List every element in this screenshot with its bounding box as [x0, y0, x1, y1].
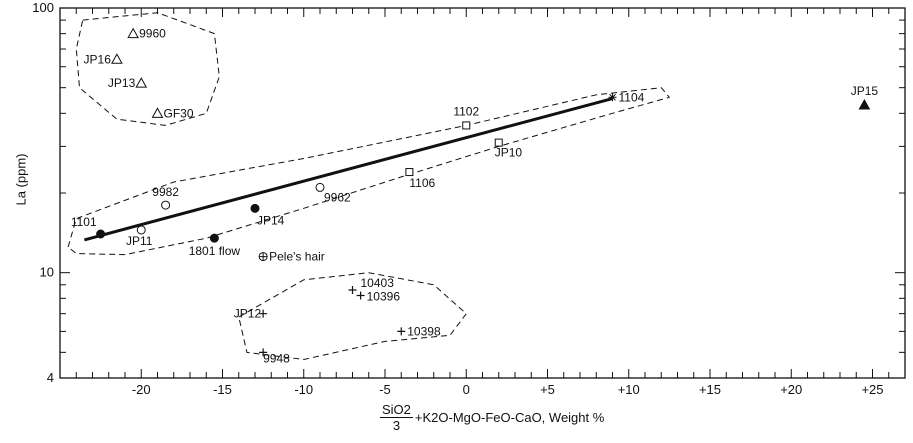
- data-point: [127, 27, 139, 39]
- x-tick-label: -5: [379, 382, 391, 397]
- data-label: JP16: [84, 52, 112, 66]
- y-tick-label: 10: [40, 265, 54, 280]
- data-label: JP10: [495, 146, 523, 160]
- data-point: [250, 203, 260, 213]
- data-point: [608, 93, 617, 102]
- y-axis-title: La (ppm): [14, 145, 29, 215]
- data-label: JP13: [108, 76, 136, 90]
- x-tick-label: -15: [213, 382, 232, 397]
- data-point: [259, 309, 268, 318]
- data-point: [858, 98, 871, 110]
- envelope-triangles: [75, 12, 220, 126]
- y-axis-title-text: La (ppm): [13, 153, 29, 206]
- data-point: [259, 348, 268, 357]
- data-point: [348, 286, 357, 295]
- y-tick-label: 4: [47, 370, 54, 385]
- data-point: [494, 138, 503, 147]
- data-point: [96, 229, 106, 239]
- data-point: [315, 182, 325, 192]
- data-label: JP15: [851, 84, 879, 98]
- data-point: [111, 53, 123, 64]
- x-tick-label: -20: [132, 382, 151, 397]
- data-label: JP14: [257, 213, 285, 227]
- data-point: [462, 121, 471, 130]
- data-point: [356, 291, 365, 300]
- x-tick-label: +15: [699, 382, 721, 397]
- data-point-cross: [259, 252, 268, 261]
- x-axis-fraction: SiO2 3: [380, 402, 413, 433]
- plot-frame: [59, 7, 906, 379]
- trend-line: [83, 97, 613, 242]
- data-label: 9948: [263, 351, 290, 365]
- data-label: Pele's hair: [269, 250, 325, 264]
- data-point: [161, 200, 171, 210]
- y-tick-label: 100: [32, 0, 54, 15]
- data-label: GF30: [164, 106, 194, 120]
- envelope-plus: [238, 272, 467, 360]
- data-label: 1101: [71, 215, 97, 229]
- x-tick-label: +25: [861, 382, 883, 397]
- x-tick-label: -10: [294, 382, 313, 397]
- data-label: 10403: [361, 276, 395, 290]
- x-tick-label: 0: [463, 382, 470, 397]
- data-label: 1102: [453, 104, 479, 118]
- envelope-main: [67, 87, 670, 256]
- data-point: [397, 327, 406, 336]
- data-label: 9982: [152, 185, 179, 199]
- x-tick-label: +5: [540, 382, 555, 397]
- data-label: 9960: [139, 27, 166, 41]
- x-tick-label: +10: [618, 382, 640, 397]
- data-point: [405, 168, 414, 177]
- x-tick-label: +20: [780, 382, 802, 397]
- data-point: [135, 77, 148, 88]
- data-label: 10396: [367, 289, 401, 303]
- x-axis-title-rest: +K2O-MgO-FeO-CaO, Weight %: [414, 410, 605, 425]
- data-point: [209, 233, 219, 243]
- data-label: 1106: [409, 176, 435, 190]
- data-label: JP12: [234, 307, 262, 321]
- data-point: [136, 225, 146, 235]
- x-axis-title: SiO2 3 +K2O-MgO-FeO-CaO, Weight %: [380, 402, 604, 433]
- data-label: JP11: [126, 234, 153, 248]
- data-label: 1801 flow: [189, 244, 241, 258]
- x-axis-fraction-denominator: 3: [392, 418, 401, 433]
- data-label: 1104: [619, 90, 645, 104]
- data-label: 10398: [407, 324, 441, 338]
- x-axis-fraction-numerator: SiO2: [380, 402, 413, 418]
- data-point: [151, 107, 164, 118]
- data-label: 9962: [324, 190, 351, 204]
